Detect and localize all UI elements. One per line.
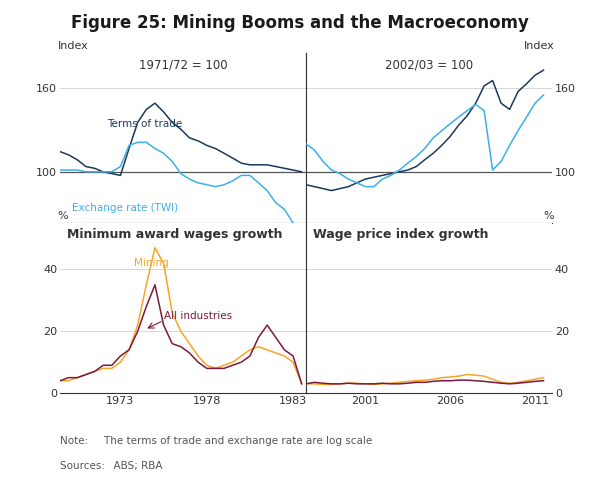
Text: Sources:  ABS; RBA: Sources: ABS; RBA (60, 461, 163, 471)
Text: Note:   The terms of trade and exchange rate are log scale: Note: The terms of trade and exchange ra… (60, 436, 372, 446)
Text: Figure 25: Mining Booms and the Macroeconomy: Figure 25: Mining Booms and the Macroeco… (71, 14, 529, 32)
Text: Terms of trade: Terms of trade (107, 119, 182, 129)
Text: Exchange rate (TWI): Exchange rate (TWI) (72, 203, 178, 213)
Text: Index: Index (524, 41, 554, 51)
Text: 2002/03 = 100: 2002/03 = 100 (385, 58, 473, 71)
Text: Minimum award wages growth: Minimum award wages growth (67, 228, 283, 241)
Text: Index: Index (58, 41, 88, 51)
Text: All industries: All industries (164, 311, 232, 321)
Text: %: % (58, 211, 68, 221)
Text: %: % (544, 211, 554, 221)
Text: Mining: Mining (134, 259, 169, 268)
Text: Wage price index growth: Wage price index growth (313, 228, 489, 241)
Text: 1971/72 = 100: 1971/72 = 100 (139, 58, 227, 71)
